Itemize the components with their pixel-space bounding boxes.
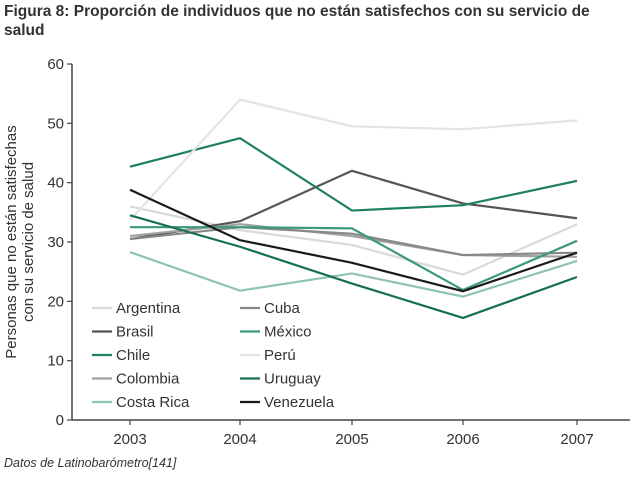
legend-label: Colombia (116, 371, 180, 388)
y-tick-label: 30 (47, 234, 64, 251)
legend-label: Chile (116, 347, 150, 364)
x-tick-label: 2005 (335, 431, 368, 448)
source-note: Datos de Latinobarómetro[141] (4, 456, 177, 470)
x-tick-label: 2003 (113, 431, 146, 448)
series-line-argentina (129, 205, 578, 276)
x-tick-label: 2006 (446, 431, 479, 448)
series-line-costa-rica (129, 251, 578, 298)
y-tick-label: 50 (47, 115, 64, 132)
legend-label: Costa Rica (116, 394, 190, 411)
legend-label: Perú (264, 347, 296, 364)
series-line-méxico (130, 226, 578, 292)
chart-title: Figura 8: Proporción de individuos que n… (4, 3, 590, 39)
y-tick-label: 20 (47, 293, 64, 310)
y-tick-label: 60 (47, 56, 64, 73)
y-tick-label: 40 (47, 175, 64, 192)
x-tick-label: 2007 (560, 431, 593, 448)
series-line-perú (129, 98, 578, 221)
legend-label: México (264, 324, 312, 341)
y-axis-label: Personas que no están satisfechascon su … (3, 125, 37, 358)
series-line-venezuela (129, 188, 578, 293)
x-tick-label: 2004 (223, 431, 256, 448)
legend-label: Cuba (264, 300, 301, 317)
y-tick-label: 0 (56, 412, 64, 429)
legend-label: Brasil (116, 324, 154, 341)
legend-label: Argentina (116, 300, 181, 317)
y-tick-label: 10 (47, 353, 64, 370)
series-line-chile (129, 136, 578, 212)
series-line-uruguay (129, 214, 578, 320)
legend-label: Uruguay (264, 371, 321, 388)
legend-label: Venezuela (264, 394, 335, 411)
series-line-cuba (129, 226, 578, 257)
